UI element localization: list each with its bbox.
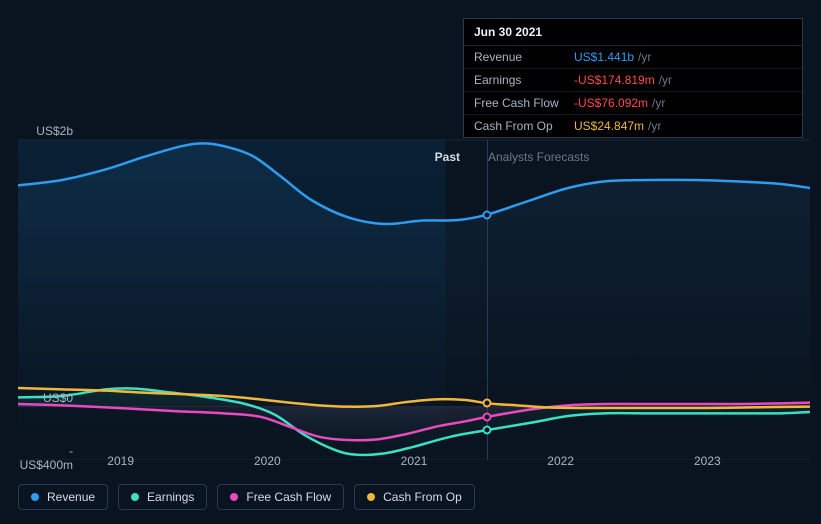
x-axis-label: 2022 (547, 454, 574, 468)
tooltip-date: Jun 30 2021 (464, 19, 802, 46)
x-axis-label: 2021 (401, 454, 428, 468)
tooltip-unit: /yr (648, 119, 661, 133)
y-axis-label: US$2b (18, 124, 73, 138)
legend-item-fcf[interactable]: Free Cash Flow (217, 484, 344, 510)
tooltip-value: -US$174.819m (574, 73, 655, 87)
x-axis-label: 2020 (254, 454, 281, 468)
tooltip-row: Cash From OpUS$24.847m/yr (464, 115, 802, 137)
tooltip-label: Revenue (474, 50, 574, 64)
x-axis-label: 2019 (107, 454, 134, 468)
x-axis-label: 2023 (694, 454, 721, 468)
legend-label: Cash From Op (383, 490, 462, 504)
tooltip: Jun 30 2021 RevenueUS$1.441b/yrEarnings-… (463, 18, 803, 138)
tooltip-unit: /yr (638, 50, 651, 64)
legend-item-cfo[interactable]: Cash From Op (354, 484, 475, 510)
legend-label: Revenue (47, 490, 95, 504)
y-axis-label: -US$400m (18, 444, 73, 472)
legend-dot-icon (31, 493, 39, 501)
marker-revenue (483, 210, 492, 219)
forecast-region-label: Analysts Forecasts (488, 150, 589, 164)
legend-item-revenue[interactable]: Revenue (18, 484, 108, 510)
tooltip-label: Free Cash Flow (474, 96, 574, 110)
past-region-label: Past (435, 150, 460, 164)
tooltip-label: Cash From Op (474, 119, 574, 133)
tooltip-row: RevenueUS$1.441b/yr (464, 46, 802, 69)
marker-earnings (483, 426, 492, 435)
tooltip-row: Free Cash Flow-US$76.092m/yr (464, 92, 802, 115)
y-axis-label: US$0 (18, 391, 73, 405)
legend-dot-icon (131, 493, 139, 501)
legend-item-earnings[interactable]: Earnings (118, 484, 207, 510)
tooltip-value: US$1.441b (574, 50, 634, 64)
tooltip-label: Earnings (474, 73, 574, 87)
tooltip-unit: /yr (652, 96, 665, 110)
tooltip-unit: /yr (659, 73, 672, 87)
legend-dot-icon (230, 493, 238, 501)
tooltip-row: Earnings-US$174.819m/yr (464, 69, 802, 92)
legend: Revenue Earnings Free Cash Flow Cash From O… (18, 484, 475, 510)
legend-dot-icon (367, 493, 375, 501)
legend-label: Free Cash Flow (246, 490, 331, 504)
legend-label: Earnings (147, 490, 194, 504)
marker-fcf (483, 412, 492, 421)
tooltip-value: US$24.847m (574, 119, 644, 133)
tooltip-value: -US$76.092m (574, 96, 648, 110)
marker-cfo (483, 399, 492, 408)
